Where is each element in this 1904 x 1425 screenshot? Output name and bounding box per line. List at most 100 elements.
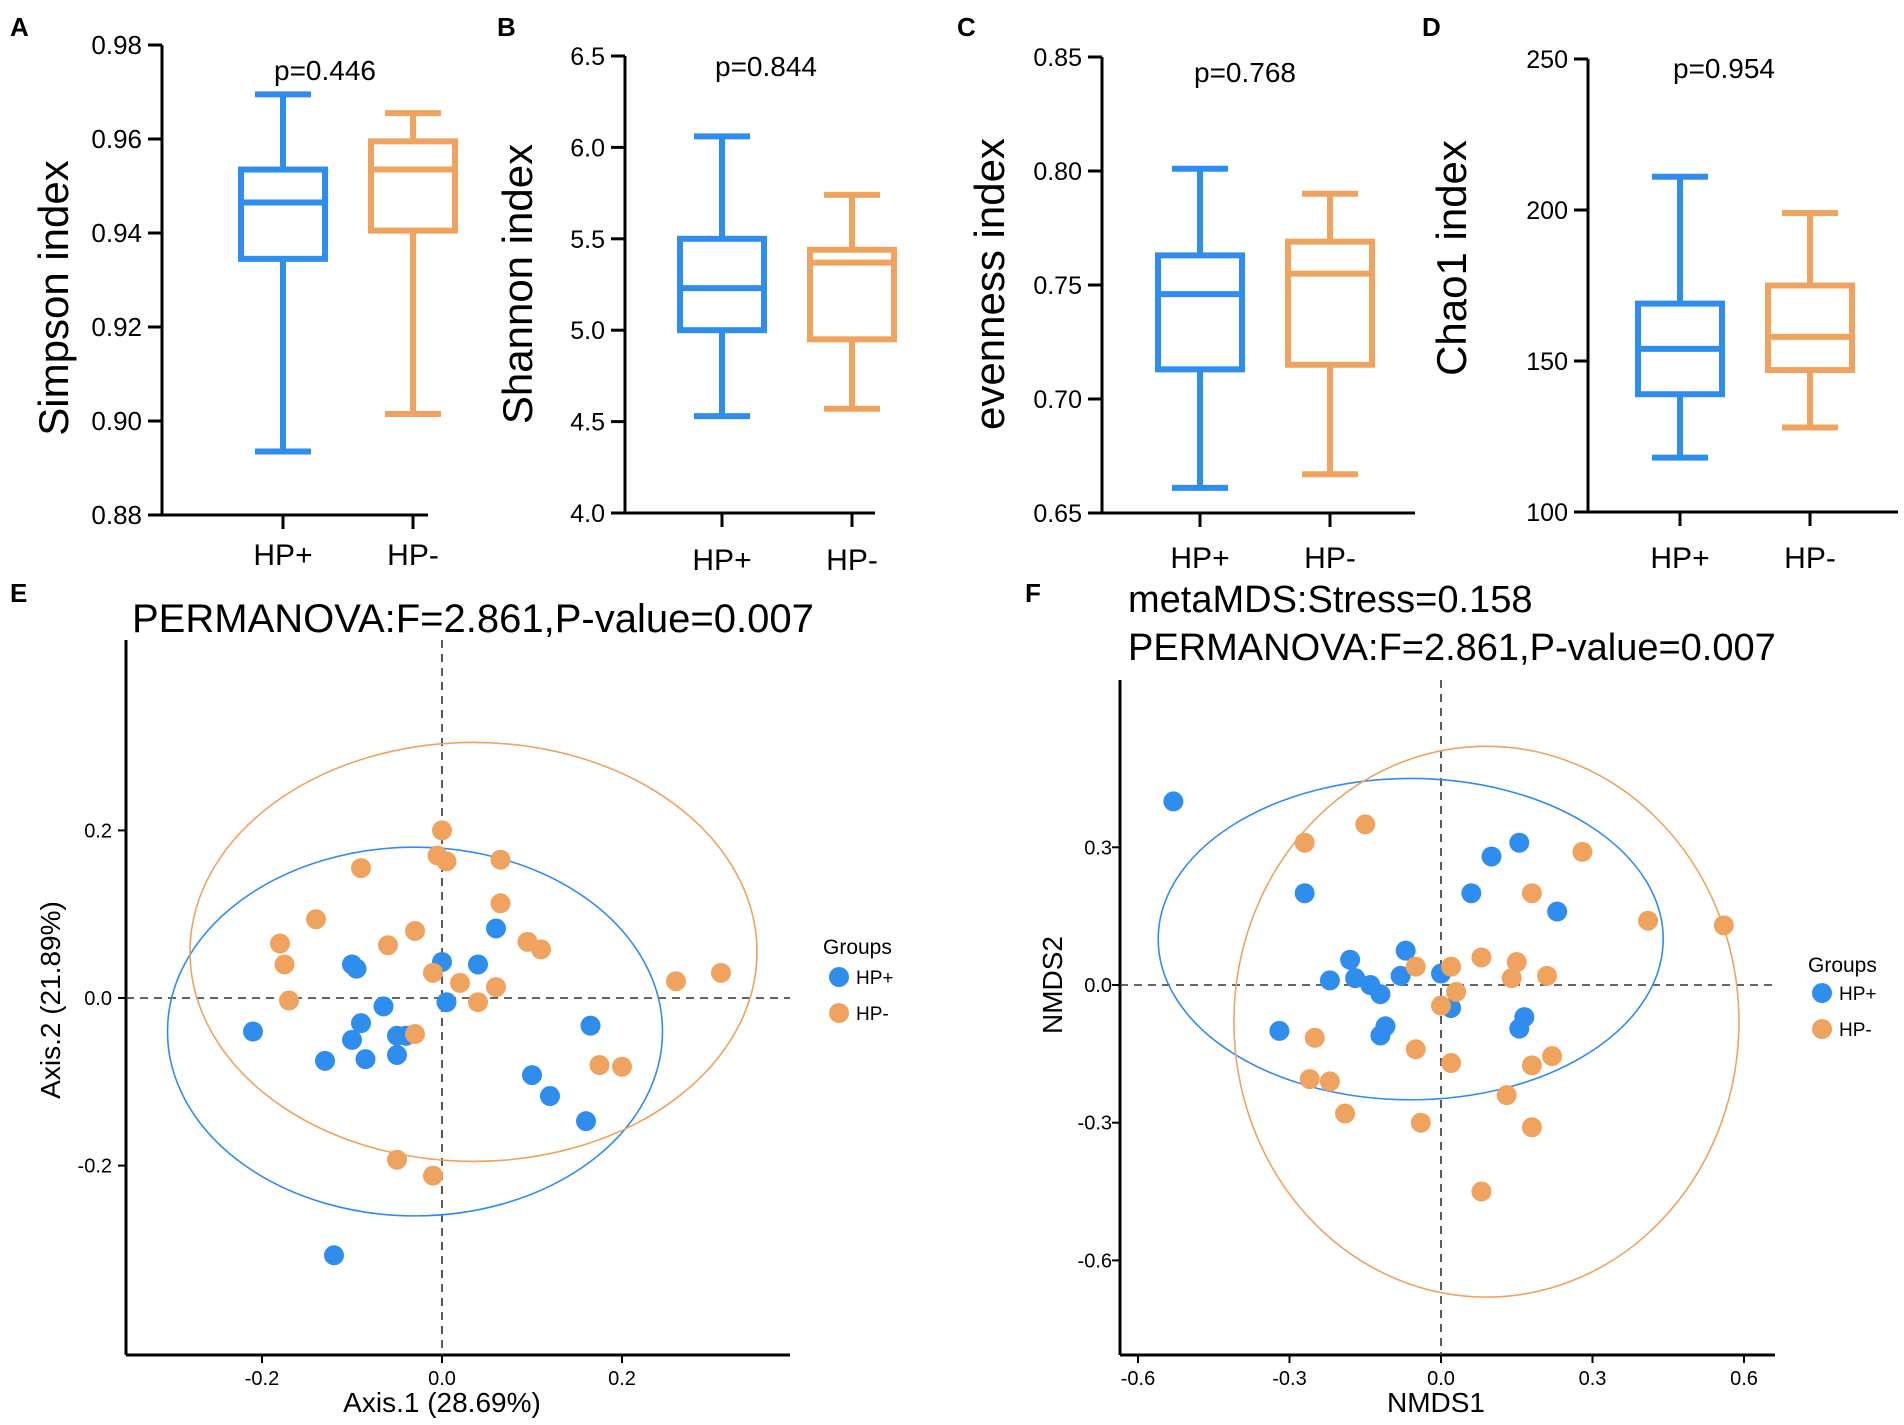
x-tick-label: 0.2 <box>608 1368 636 1390</box>
panel-label: A <box>10 12 29 42</box>
point-hp-neg <box>1713 915 1734 936</box>
ellipse-hp-pos <box>166 846 664 1217</box>
point-hp-pos <box>315 1050 335 1071</box>
point-hp-pos <box>1319 970 1340 991</box>
legend-label-hp-neg: HP- <box>856 1004 889 1025</box>
point-hp-neg <box>1319 1071 1340 1092</box>
y-tick-label: 0.92 <box>91 312 142 342</box>
point-hp-neg <box>1542 1046 1563 1067</box>
panel-a-simpson: A Simpson index p=0.446 HP+ HP- 0.98 0.96… <box>10 12 458 572</box>
point-hp-neg <box>1638 910 1659 931</box>
panel-label: B <box>497 12 516 42</box>
panel-c-evenness: C evenness index p=0.768 HP+ HP- 0.85 0.8… <box>957 12 1415 575</box>
panel-label: C <box>957 12 976 42</box>
point-hp-neg <box>279 990 299 1011</box>
box-hp-pos <box>238 91 328 455</box>
point-hp-neg <box>490 849 511 870</box>
y-axis-label: Chao1 index <box>1428 140 1475 376</box>
box-hp-neg <box>1285 190 1375 478</box>
x-axis-label: NMDS1 <box>1387 1387 1485 1418</box>
point-hp-pos <box>355 1049 376 1070</box>
point-hp-pos <box>1163 791 1184 812</box>
y-tick-label: 0.65 <box>1033 500 1082 528</box>
x-tick-label: -0.2 <box>245 1368 279 1390</box>
y-axis-label: Shannon index <box>494 144 541 424</box>
category-label-hp-pos: HP+ <box>253 539 312 572</box>
y-tick-label: 0.98 <box>91 30 142 60</box>
point-hp-neg <box>589 1055 610 1076</box>
point-hp-neg <box>450 972 470 993</box>
point-hp-neg <box>1405 1039 1426 1060</box>
y-tick-label: 0.0 <box>84 988 112 1010</box>
y-tick-label: 4.0 <box>570 500 605 528</box>
y-tick-label: 0.94 <box>91 218 142 248</box>
point-hp-pos <box>1269 1020 1290 1041</box>
box-hp-neg <box>1765 210 1855 431</box>
y-tick-label: 0.96 <box>91 124 142 154</box>
category-label-hp-pos: HP+ <box>1650 542 1709 575</box>
y-tick-label: 6.0 <box>570 134 605 162</box>
y-tick-label: 100 <box>1526 499 1568 527</box>
point-hp-neg <box>612 1056 632 1077</box>
chart-title-line-1: metaMDS:Stress=0.158 <box>1128 579 1532 621</box>
point-hp-neg <box>1521 1117 1542 1138</box>
legend-label-hp-pos: HP+ <box>856 968 894 989</box>
chart-title: PERMANOVA:F=2.861,P-value=0.007 <box>132 597 814 641</box>
point-hp-neg <box>423 1165 443 1186</box>
point-hp-neg <box>1521 1055 1542 1076</box>
x-tick-label: 0.3 <box>1579 1368 1607 1390</box>
point-hp-neg <box>1506 952 1527 973</box>
legend-title: Groups <box>823 936 892 959</box>
point-hp-pos <box>1481 846 1502 867</box>
point-hp-neg <box>666 971 686 992</box>
point-hp-neg <box>436 851 457 872</box>
panel-label: F <box>1025 578 1041 608</box>
box-hp-neg <box>807 191 897 412</box>
box-iqr <box>677 235 767 334</box>
point-hp-pos <box>540 1086 560 1107</box>
box-hp-neg <box>368 110 458 417</box>
legend-label-hp-neg: HP- <box>1839 1020 1872 1041</box>
point-hp-neg <box>274 954 295 975</box>
x-tick-label: -0.3 <box>1272 1368 1306 1390</box>
y-tick-label: 0.3 <box>1084 837 1112 859</box>
point-hp-pos <box>1390 965 1411 986</box>
point-hp-neg <box>306 909 326 930</box>
point-hp-neg <box>531 939 551 960</box>
point-hp-neg <box>423 962 443 983</box>
y-tick-label: 0.88 <box>91 500 142 530</box>
point-hp-pos <box>387 1044 407 1065</box>
point-hp-neg <box>486 977 506 998</box>
legend-marker-hp-neg <box>1812 1019 1832 1039</box>
point-hp-pos <box>1547 901 1568 922</box>
point-hp-pos <box>1509 832 1530 853</box>
point-hp-neg <box>468 992 488 1013</box>
point-hp-neg <box>1496 1085 1517 1106</box>
panel-label: E <box>10 578 27 608</box>
point-hp-neg <box>1304 1027 1325 1048</box>
point-hp-neg <box>1471 1181 1492 1202</box>
box-iqr <box>1765 282 1855 374</box>
y-tick-label: 4.5 <box>570 409 605 437</box>
y-tick-label: 0.90 <box>91 406 142 436</box>
point-hp-pos <box>342 1029 362 1050</box>
p-value-label: p=0.844 <box>715 51 817 82</box>
ellipse-hp-neg <box>189 741 758 1163</box>
point-hp-neg <box>1572 841 1593 862</box>
point-hp-pos <box>1509 1018 1530 1039</box>
point-hp-neg <box>1294 832 1315 853</box>
category-label-hp-neg: HP- <box>1304 542 1356 575</box>
box-iqr <box>807 246 897 343</box>
box-hp-pos <box>1155 165 1245 491</box>
y-tick-label: 5.5 <box>570 226 605 254</box>
panel-b-shannon: B Shannon index p=0.844 HP+ HP- 6.5 6.0 5.… <box>494 12 897 577</box>
point-hp-pos <box>1370 1025 1391 1046</box>
point-hp-neg <box>405 1024 425 1045</box>
ellipse-hp-pos <box>1157 777 1664 1101</box>
point-hp-neg <box>1501 968 1522 989</box>
legend-title: Groups <box>1808 954 1877 977</box>
y-tick-label: 0.85 <box>1033 44 1082 72</box>
point-hp-pos <box>1461 883 1482 904</box>
point-hp-neg <box>1441 1053 1462 1074</box>
